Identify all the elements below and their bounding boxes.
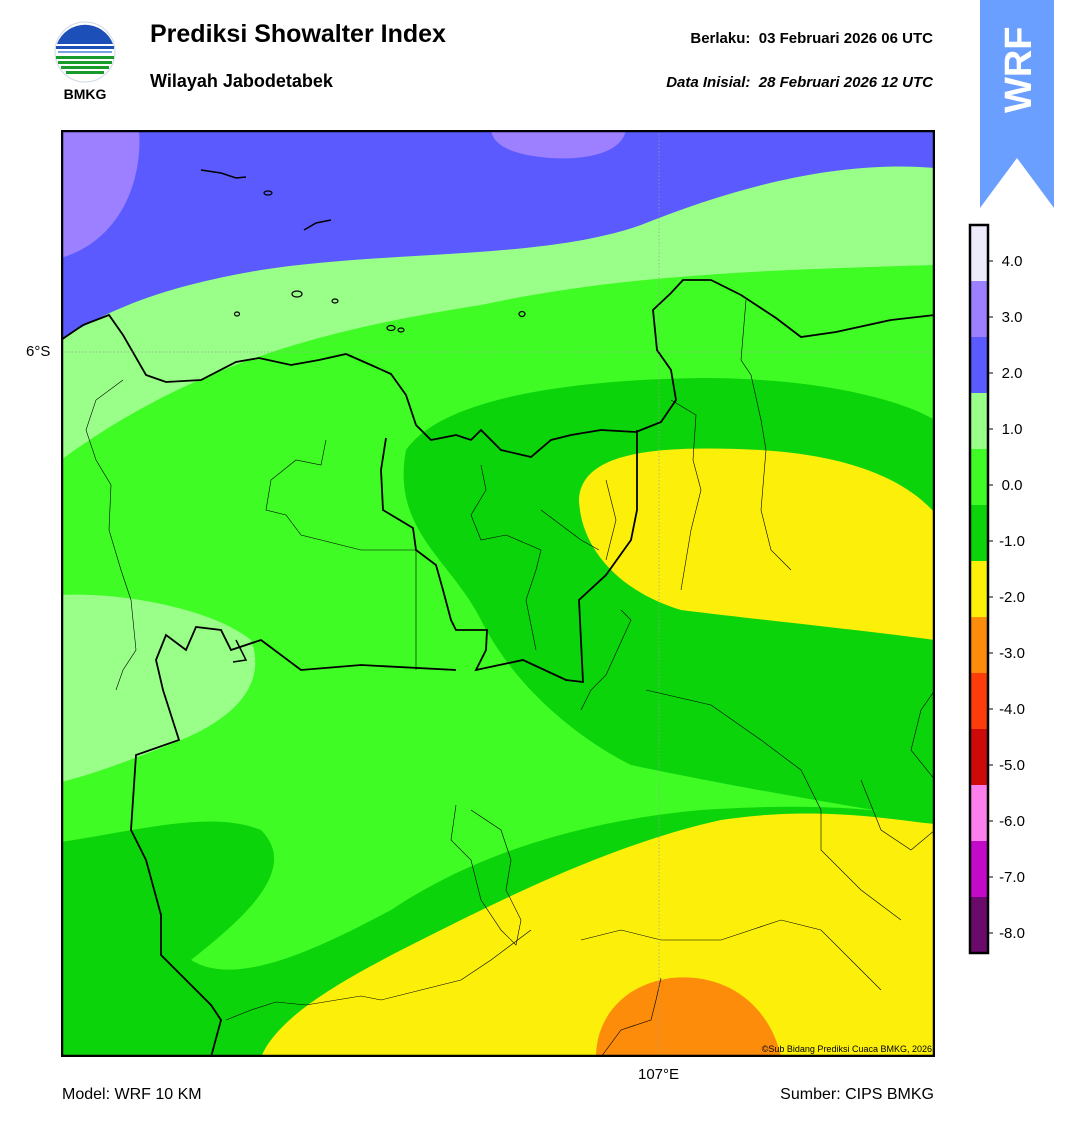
source-label: Sumber: CIPS BMKG bbox=[780, 1086, 934, 1103]
colorbar-frame bbox=[968, 223, 990, 955]
valid-label: Berlaku: bbox=[690, 30, 751, 47]
copyright-text: ©Sub Bidang Prediksi Cuaca BMKG, 2026 bbox=[761, 1044, 932, 1054]
colorbar-tick-label: -7.0 bbox=[999, 869, 1025, 886]
colorbar-segment bbox=[970, 337, 988, 393]
wrf-badge-text: WRF bbox=[998, 26, 1040, 113]
valid-time: Berlaku: 03 Februari 2026 06 UTC bbox=[690, 30, 933, 47]
valid-value: 03 Februari 2026 06 UTC bbox=[758, 30, 933, 47]
colorbar-tick-label: -4.0 bbox=[999, 701, 1025, 718]
colorbar-tick-label: 3.0 bbox=[1002, 309, 1023, 326]
init-value: 28 Februari 2026 12 UTC bbox=[758, 74, 933, 91]
map-title: Prediksi Showalter Index bbox=[150, 20, 446, 48]
colorbar-segment bbox=[970, 729, 988, 785]
province-boundary bbox=[232, 639, 248, 663]
map-frame bbox=[60, 129, 936, 1058]
map-subtitle: Wilayah Jabodetabek bbox=[150, 71, 333, 91]
colorbar-svg: 4.0 3.0 2.0 1.0 0.0 -1.0 -2.0 -3.0 -4.0 -5.0 -6.0 -… bbox=[968, 223, 1025, 955]
colorbar-tick-label: 4.0 bbox=[1002, 253, 1023, 270]
init-label: Data Inisial: bbox=[666, 74, 751, 91]
colorbar-tick-label: 0.0 bbox=[1002, 477, 1023, 494]
colorbar-segment bbox=[970, 225, 988, 281]
colorbar-segment bbox=[970, 449, 988, 505]
colorbar-segment bbox=[970, 393, 988, 449]
island bbox=[233, 311, 241, 317]
colorbar-tick-label: 2.0 bbox=[1002, 365, 1023, 382]
bmkg-logo-icon: BMKG bbox=[54, 21, 116, 102]
colorbar-tick-label: 1.0 bbox=[1002, 421, 1023, 438]
colorbar-tick-label: -3.0 bbox=[999, 645, 1025, 662]
colorbar-segment bbox=[970, 841, 988, 897]
colorbar-tick-label: -1.0 bbox=[999, 533, 1025, 550]
zone-yellow-south bbox=[261, 813, 935, 1057]
colorbar-tick-label: -5.0 bbox=[999, 757, 1025, 774]
island bbox=[386, 324, 396, 332]
zone-blue bbox=[61, 130, 935, 340]
island bbox=[331, 298, 339, 304]
showalter-map bbox=[60, 129, 936, 1058]
colorbar-tick-label: -8.0 bbox=[999, 925, 1025, 942]
colorbar-segment bbox=[970, 673, 988, 729]
zone-purple-n bbox=[491, 130, 626, 159]
island bbox=[518, 310, 526, 318]
island bbox=[291, 290, 303, 298]
colorbar-segment bbox=[970, 897, 988, 953]
island bbox=[263, 190, 273, 196]
colorbar-tick-label: -6.0 bbox=[999, 813, 1025, 830]
province-boundary bbox=[130, 626, 457, 1057]
wrf-badge: WRF bbox=[980, 0, 1054, 208]
colorbar-segment bbox=[970, 617, 988, 673]
logo-text: BMKG bbox=[64, 86, 107, 102]
lat-label: 6°S bbox=[26, 343, 51, 360]
init-time: Data Inisial: 28 Februari 2026 12 UTC bbox=[666, 74, 933, 91]
zone-purple-nw bbox=[61, 130, 140, 258]
colorbar-tick-label: -2.0 bbox=[999, 589, 1025, 606]
colorbar-segment bbox=[970, 281, 988, 337]
zone-yellow-east bbox=[579, 448, 935, 640]
zone-orange-south bbox=[596, 977, 781, 1057]
island bbox=[397, 327, 405, 333]
colorbar-segment bbox=[970, 785, 988, 841]
colorbar-segment bbox=[970, 505, 988, 561]
lon-label: 107°E bbox=[638, 1066, 680, 1083]
island bbox=[200, 169, 247, 179]
island bbox=[303, 219, 332, 231]
colorbar-segment bbox=[970, 561, 988, 617]
colorbar: 4.0 3.0 2.0 1.0 0.0 -1.0 -2.0 -3.0 -4.0 -5.0 -6.0 -… bbox=[968, 222, 1068, 968]
model-label: Model: WRF 10 KM bbox=[62, 1086, 202, 1103]
regency-boundaries bbox=[85, 299, 935, 1057]
bmkg-logo: BMKG bbox=[52, 20, 118, 102]
coastline bbox=[61, 279, 935, 458]
zone-pale-green-west bbox=[61, 594, 256, 782]
province-boundary bbox=[380, 430, 638, 684]
